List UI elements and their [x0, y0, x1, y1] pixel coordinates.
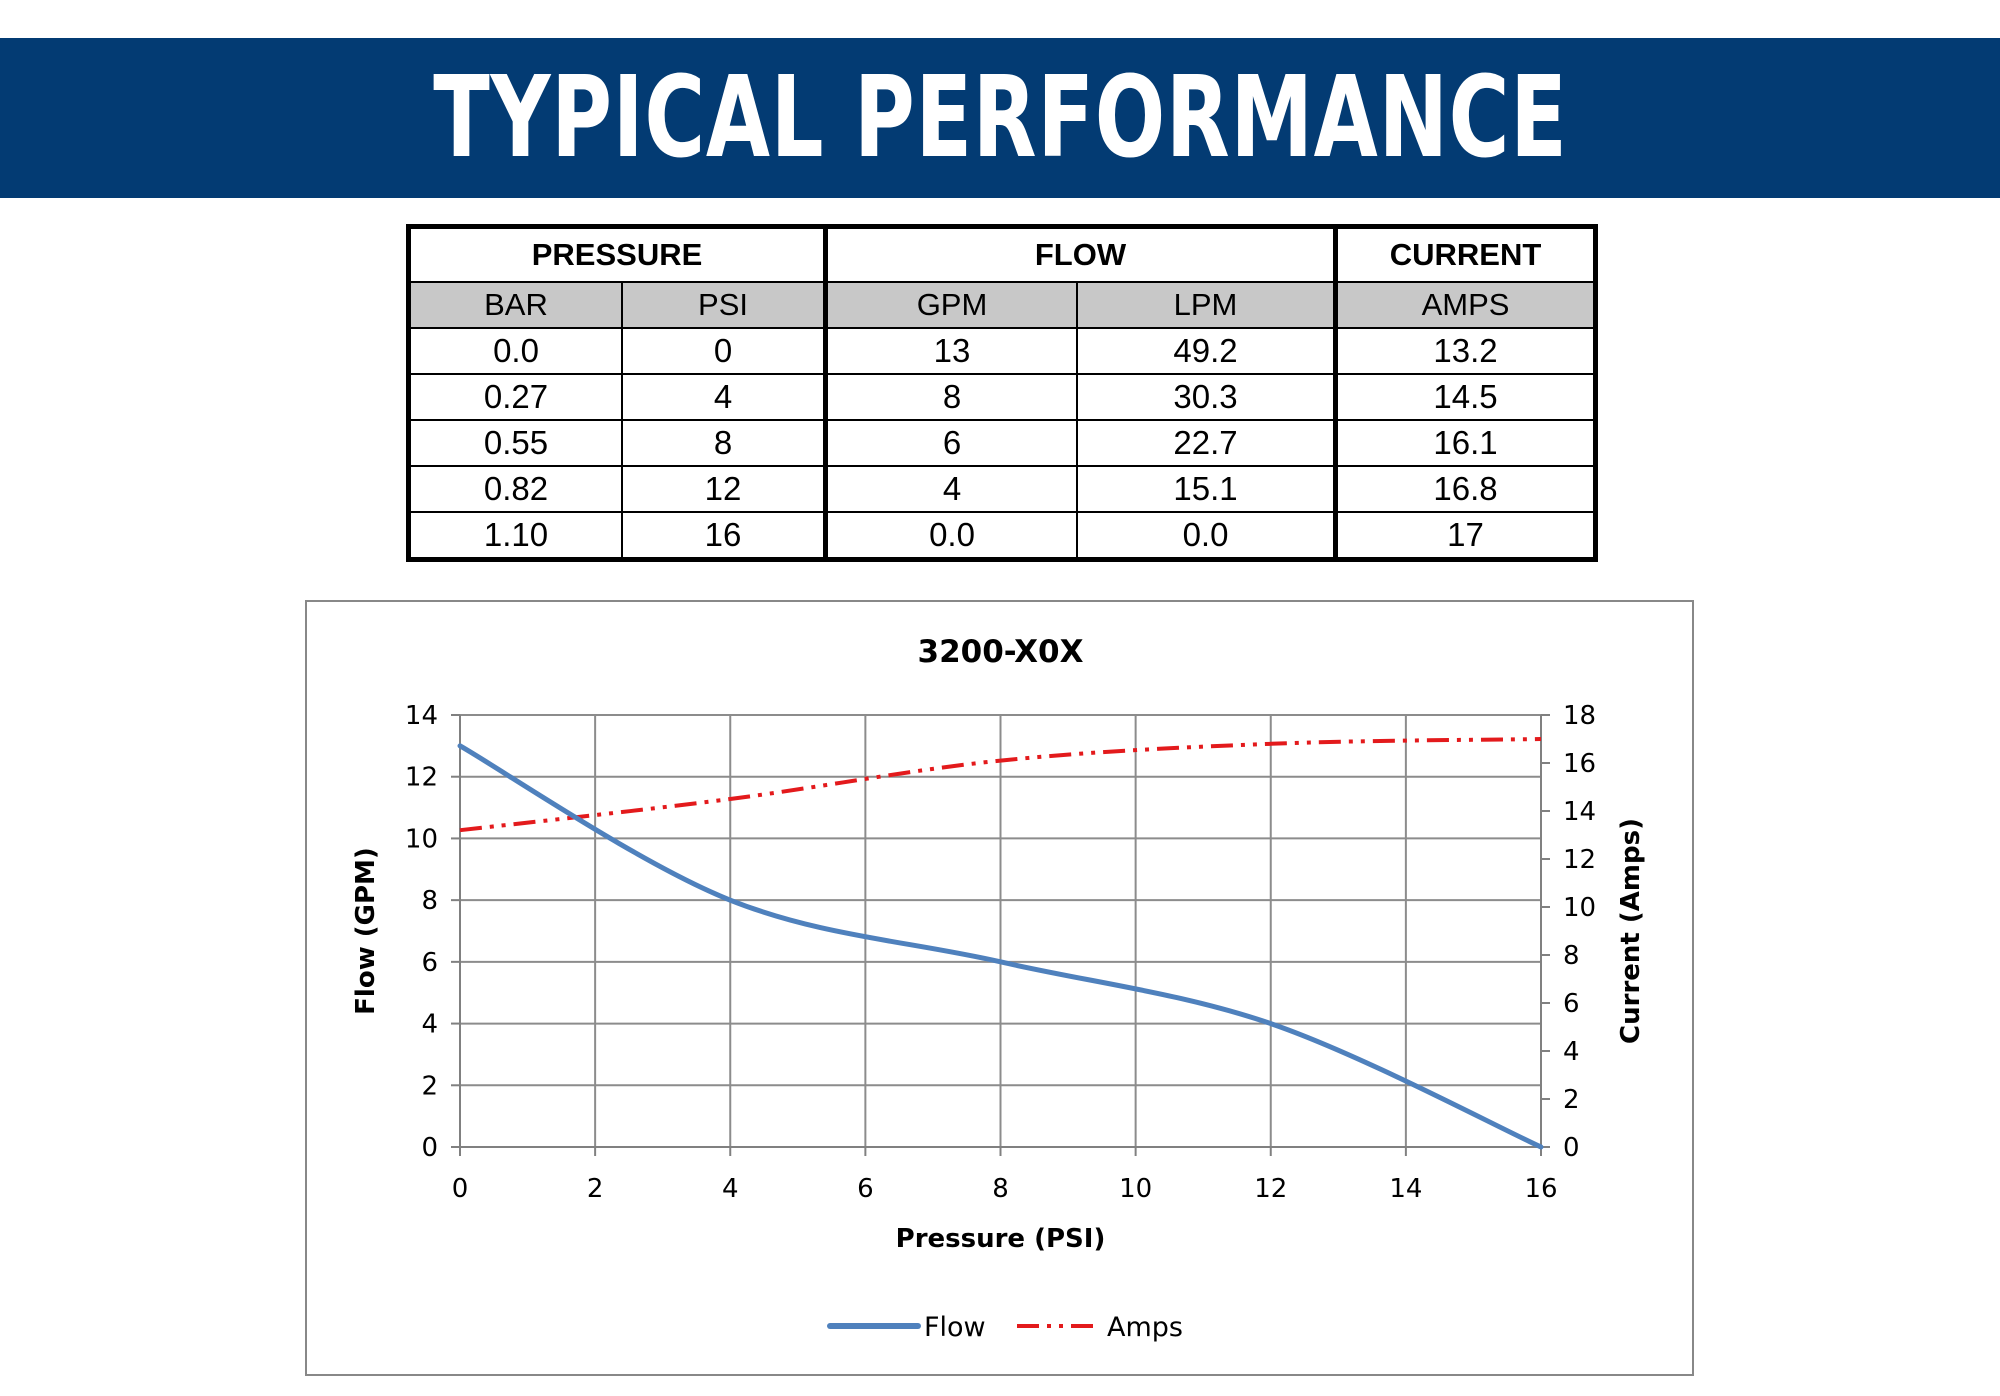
x-tick-label: 16 [1524, 1174, 1557, 1204]
table-cell: 13 [824, 327, 1078, 375]
performance-table: PRESSURE FLOW CURRENT BAR PSI GPM LPM AM… [406, 224, 1598, 562]
y-tick-label: 4 [421, 1010, 438, 1040]
table-cell: 0.27 [407, 373, 623, 421]
table-cell: 4 [621, 373, 828, 421]
table-cell: 15.1 [1076, 465, 1338, 513]
y2-tick-label: 8 [1563, 941, 1580, 971]
y-tick-label: 12 [405, 763, 438, 793]
y-tick-label: 8 [421, 886, 438, 916]
y2-tick-label: 12 [1563, 845, 1596, 875]
table-cell: 0.82 [407, 465, 623, 513]
x-axis-label: Pressure (PSI) [896, 1224, 1106, 1254]
table-cell: 16.1 [1334, 419, 1597, 467]
y2-tick-label: 16 [1563, 749, 1596, 779]
y2-axis-label: Current (Amps) [1616, 818, 1646, 1044]
table-cell: 12 [621, 465, 828, 513]
chart-title: 3200-X0X [918, 634, 1084, 670]
table-column-header: BAR PSI GPM LPM AMPS [407, 281, 1597, 329]
x-tick-label: 2 [587, 1174, 604, 1204]
table-cell: 6 [824, 419, 1078, 467]
performance-chart: 0 2 4 6 8 10 12 14 16024681012140246810121416183… [351, 634, 1646, 1343]
chart-panel: 0 2 4 6 8 10 12 14 16 0 2 4 6 8 10 12 14 0 2 4 6 8 10 12 14 16 18 3… [305, 600, 1694, 1376]
x-tick-label: 10 [1119, 1174, 1152, 1204]
x-tick-label: 4 [722, 1174, 739, 1204]
table-cell: 0 [621, 327, 828, 375]
table-cell: 1.10 [407, 511, 623, 561]
group-header-flow: FLOW [824, 225, 1338, 283]
table-cell: 0.0 [824, 511, 1078, 561]
table-row: 0.82 12 4 15.1 16.8 [407, 465, 1597, 513]
column-header: BAR [407, 281, 623, 329]
column-header: GPM [824, 281, 1078, 329]
table-cell: 30.3 [1076, 373, 1338, 421]
y-tick-label: 14 [405, 701, 438, 731]
legend-flow-label: Flow [924, 1312, 986, 1343]
y-tick-label: 10 [405, 824, 438, 854]
y-axis-label: Flow (GPM) [351, 847, 381, 1015]
group-header-current: CURRENT [1334, 225, 1597, 283]
table-cell: 13.2 [1334, 327, 1597, 375]
y2-tick-label: 6 [1563, 989, 1580, 1019]
column-header: LPM [1076, 281, 1338, 329]
x-tick-label: 0 [452, 1174, 469, 1204]
column-header: AMPS [1334, 281, 1597, 329]
y2-tick-label: 18 [1563, 701, 1596, 731]
header-banner: TYPICAL PERFORMANCE [0, 38, 2000, 198]
page-title: TYPICAL PERFORMANCE [432, 53, 1568, 183]
table-row: 1.10 16 0.0 0.0 17 [407, 511, 1597, 561]
y-tick-label: 2 [421, 1071, 438, 1101]
table-cell: 0.0 [407, 327, 623, 375]
group-header-pressure: PRESSURE [407, 225, 828, 283]
table-cell: 22.7 [1076, 419, 1338, 467]
table-group-header: PRESSURE FLOW CURRENT [407, 225, 1597, 283]
y2-tick-label: 10 [1563, 893, 1596, 923]
y-tick-label: 6 [421, 948, 438, 978]
table-row: 0.55 8 6 22.7 16.1 [407, 419, 1597, 467]
y2-tick-label: 0 [1563, 1133, 1580, 1163]
legend-amps-label: Amps [1107, 1312, 1183, 1343]
table-cell: 16.8 [1334, 465, 1597, 513]
table-cell: 0.55 [407, 419, 623, 467]
table-cell: 8 [824, 373, 1078, 421]
y2-tick-label: 2 [1563, 1085, 1580, 1115]
x-tick-label: 12 [1254, 1174, 1287, 1204]
y2-tick-label: 14 [1563, 797, 1596, 827]
x-tick-label: 6 [857, 1174, 874, 1204]
y-tick-label: 0 [421, 1133, 438, 1163]
table-cell: 49.2 [1076, 327, 1338, 375]
x-tick-label: 8 [992, 1174, 1009, 1204]
table-cell: 17 [1334, 511, 1597, 561]
y2-tick-label: 4 [1563, 1037, 1580, 1067]
column-header: PSI [621, 281, 828, 329]
table-row: 0.0 0 13 49.2 13.2 [407, 327, 1597, 375]
table-cell: 16 [621, 511, 828, 561]
table-cell: 0.0 [1076, 511, 1338, 561]
table-row: 0.27 4 8 30.3 14.5 [407, 373, 1597, 421]
table-cell: 8 [621, 419, 828, 467]
x-tick-label: 14 [1389, 1174, 1422, 1204]
table-cell: 4 [824, 465, 1078, 513]
table-cell: 14.5 [1334, 373, 1597, 421]
chart-legend: Flow Amps [827, 1312, 1183, 1343]
